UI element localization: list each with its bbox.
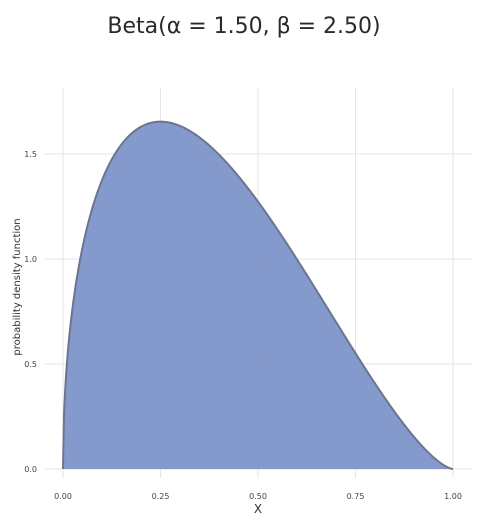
x-tick-label: 0.50 bbox=[249, 492, 267, 501]
density-fill bbox=[63, 121, 453, 469]
y-axis-label: probability density function bbox=[12, 218, 23, 355]
y-tick-label: 1.5 bbox=[24, 150, 37, 159]
y-tick-label: 1.0 bbox=[24, 255, 37, 264]
axis-ticks: 0.00 0.25 0.50 0.75 1.00 0.0 0.5 1.0 1.5 bbox=[24, 150, 462, 501]
density-curve bbox=[62, 120, 454, 470]
density-area bbox=[62, 120, 454, 470]
chart-title: Beta(α = 1.50, β = 2.50) bbox=[107, 14, 381, 39]
x-axis-label: X bbox=[254, 502, 262, 516]
x-tick-label: 1.00 bbox=[444, 492, 462, 501]
x-tick-label: 0.00 bbox=[54, 492, 72, 501]
x-tick-label: 0.25 bbox=[152, 492, 170, 501]
y-tick-label: 0.0 bbox=[24, 465, 37, 474]
y-tick-label: 0.5 bbox=[24, 360, 37, 369]
x-tick-label: 0.75 bbox=[347, 492, 365, 501]
